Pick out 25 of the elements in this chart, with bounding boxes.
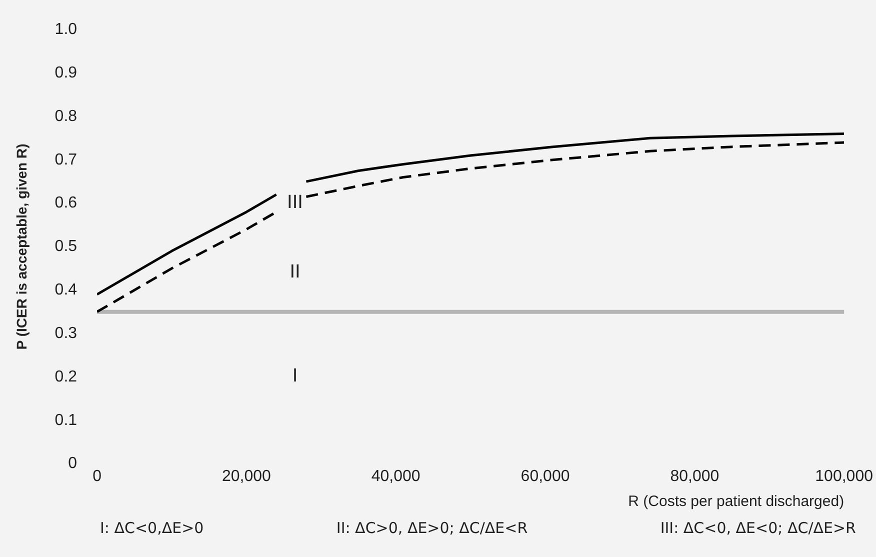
y-tick-label: 0.6 <box>54 194 78 212</box>
y-axis-title: P (ICER is acceptable, given R) <box>13 144 30 350</box>
text: I: ΔC<0,ΔE>0 <box>100 519 204 537</box>
y-tick-label: 0.5 <box>54 238 78 256</box>
x-tick-label: 20,000 <box>222 468 272 485</box>
annotation: I <box>292 366 298 387</box>
x-tick-label: 40,000 <box>371 468 420 485</box>
y-tick-label: 0.3 <box>54 324 78 342</box>
text: III: ΔC<0, ΔE<0; ΔC/ΔE>R <box>660 519 856 537</box>
y-tick-label: 0.1 <box>54 412 78 429</box>
x-tick-label: 60,000 <box>520 468 570 485</box>
x-axis-title: R (Costs per patient discharged) <box>628 493 844 510</box>
y-tick-label: 0.8 <box>54 108 78 125</box>
x-tick-label: 80,000 <box>670 468 720 485</box>
x-tick-label: 0 <box>92 468 102 485</box>
annotation: II <box>290 261 300 282</box>
y-tick-label: 0.4 <box>54 282 78 299</box>
y-tick-label: 0 <box>68 455 78 472</box>
text: II: ΔC>0, ΔE>0; ΔC/ΔE<R <box>336 519 528 537</box>
x-tick-label: 100,000 <box>815 468 874 485</box>
y-tick-label: 1.0 <box>54 21 78 38</box>
annotation: III <box>287 192 303 213</box>
y-tick-label: 0.9 <box>54 64 78 82</box>
y-tick-label: 0.7 <box>54 151 78 168</box>
y-tick-label: 0.2 <box>54 368 78 386</box>
